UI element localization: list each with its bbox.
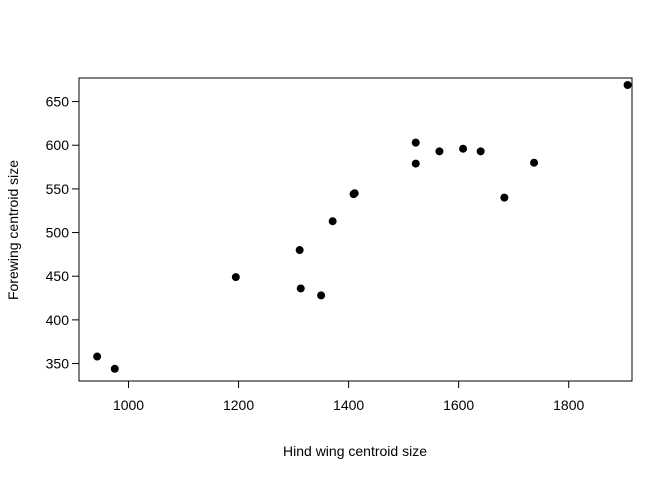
data-point <box>110 364 119 373</box>
y-tick-label: 350 <box>46 356 70 372</box>
x-axis: 1000 1200 1400 1600 1800 <box>113 380 585 413</box>
x-tick-label: 1000 <box>113 397 144 413</box>
data-points <box>93 80 632 373</box>
data-point <box>350 189 359 198</box>
data-point <box>459 144 468 153</box>
data-point <box>411 138 420 147</box>
data-point <box>500 193 509 202</box>
data-point <box>435 147 444 156</box>
data-point <box>231 273 240 282</box>
data-point <box>328 217 337 226</box>
x-tick-label: 1400 <box>333 397 364 413</box>
y-tick-label: 400 <box>46 312 70 328</box>
y-tick-label: 600 <box>46 137 70 153</box>
data-point <box>295 246 304 255</box>
data-point <box>411 159 420 168</box>
data-point <box>623 80 632 89</box>
data-point <box>317 291 326 300</box>
y-tick-label: 500 <box>46 225 70 241</box>
data-point <box>530 158 539 167</box>
x-tick-label: 1800 <box>553 397 584 413</box>
plot-frame <box>78 77 633 382</box>
data-point <box>93 352 102 361</box>
x-axis-label: Hind wing centroid size <box>283 443 427 459</box>
x-tick-label: 1600 <box>443 397 474 413</box>
y-axis-label: Forewing centroid size <box>5 160 21 300</box>
y-tick-label: 450 <box>46 268 70 284</box>
y-tick-label: 650 <box>46 94 70 110</box>
data-point <box>476 147 485 156</box>
data-point <box>296 284 305 293</box>
x-tick-label: 1200 <box>223 397 254 413</box>
y-axis: 350 400 450 500 550 600 650 <box>46 94 80 372</box>
y-tick-label: 550 <box>46 181 70 197</box>
